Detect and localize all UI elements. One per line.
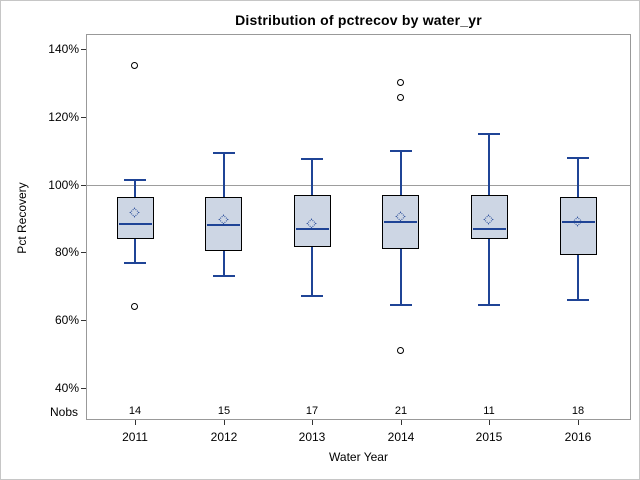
nobs-value: 15 [217, 405, 231, 417]
outlier-point [397, 347, 404, 354]
y-tick-label: 140% [48, 42, 79, 56]
whisker-cap-lower [124, 262, 146, 264]
x-tick-mark [489, 420, 490, 425]
whisker-cap-lower [567, 299, 589, 301]
whisker-lower [134, 239, 136, 263]
x-tick-mark [135, 420, 136, 425]
whisker-upper [577, 158, 579, 197]
y-tick-label: 100% [48, 178, 79, 192]
median-line [296, 228, 329, 230]
y-tick-mark [81, 252, 86, 253]
x-tick-label: 2014 [387, 430, 415, 444]
median-line [119, 223, 152, 225]
y-tick-mark [81, 388, 86, 389]
chart-title: Distribution of pctrecov by water_yr [235, 12, 482, 28]
median-line [207, 224, 240, 226]
x-tick-mark [578, 420, 579, 425]
whisker-cap-upper [478, 133, 500, 135]
outlier-point [131, 62, 138, 69]
whisker-cap-upper [124, 179, 146, 181]
outlier-point [131, 303, 138, 310]
box-2016 [560, 197, 597, 255]
whisker-upper [400, 151, 402, 195]
whisker-cap-lower [478, 304, 500, 306]
whisker-lower [311, 247, 313, 296]
x-tick-label: 2015 [475, 430, 503, 444]
y-tick-label: 80% [54, 245, 79, 259]
x-axis-title: Water Year [329, 450, 388, 464]
whisker-cap-upper [390, 150, 412, 152]
whisker-upper [311, 159, 313, 195]
nobs-value: 21 [394, 405, 408, 417]
whisker-cap-upper [301, 158, 323, 160]
nobs-row-label: Nobs [49, 405, 78, 419]
plot-area-frame [86, 34, 631, 420]
whisker-lower [577, 254, 579, 300]
x-tick-mark [312, 420, 313, 425]
whisker-cap-lower [390, 304, 412, 306]
nobs-value: 18 [571, 405, 585, 417]
whisker-lower [400, 249, 402, 305]
y-tick-mark [81, 49, 86, 50]
nobs-value: 17 [305, 405, 319, 417]
reference-line-100pct [86, 185, 631, 186]
y-tick-label: 40% [54, 381, 79, 395]
x-tick-label: 2013 [298, 430, 326, 444]
whisker-upper [134, 180, 136, 197]
x-tick-mark [224, 420, 225, 425]
y-tick-mark [81, 117, 86, 118]
box-2013 [294, 195, 331, 247]
x-tick-label: 2012 [210, 430, 238, 444]
box-2015 [471, 195, 508, 239]
y-tick-label: 60% [54, 313, 79, 327]
whisker-lower [488, 239, 490, 305]
median-line [473, 228, 506, 230]
x-tick-label: 2016 [564, 430, 592, 444]
box-2011 [117, 197, 154, 239]
nobs-value: 11 [483, 405, 495, 417]
whisker-cap-lower [213, 275, 235, 277]
whisker-cap-upper [567, 157, 589, 159]
x-tick-mark [401, 420, 402, 425]
whisker-upper [223, 153, 225, 197]
outlier-point [397, 79, 404, 86]
whisker-lower [223, 251, 225, 276]
y-tick-mark [81, 185, 86, 186]
whisker-upper [488, 134, 490, 195]
whisker-cap-lower [301, 295, 323, 297]
median-line [562, 221, 595, 223]
x-tick-label: 2011 [122, 430, 148, 444]
median-line [384, 221, 417, 223]
y-tick-label: 120% [48, 110, 79, 124]
whisker-cap-upper [213, 152, 235, 154]
y-tick-mark [81, 320, 86, 321]
nobs-value: 14 [128, 405, 142, 417]
outlier-point [397, 94, 404, 101]
